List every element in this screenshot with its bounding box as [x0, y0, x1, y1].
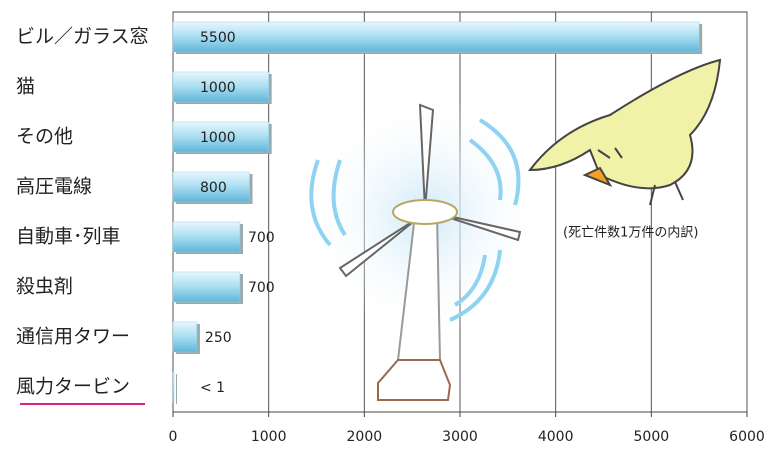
bar: [172, 221, 241, 253]
value-label: 800: [200, 180, 227, 196]
value-label: 700: [248, 230, 275, 246]
x-tick-label: 3000: [442, 429, 478, 445]
y-tick-label: 高圧電線: [16, 176, 92, 198]
value-label: 5500: [200, 30, 236, 46]
y-tick-label: ビル／ガラス窓: [16, 26, 149, 48]
y-tick-label: 猫: [16, 76, 35, 98]
annotation: (死亡件数1万件の内訳): [563, 225, 698, 241]
bar: [172, 71, 269, 103]
x-tick-label: 4000: [538, 429, 574, 445]
bird: [527, 58, 722, 206]
y-tick-label: その他: [16, 126, 73, 148]
wind-turbine: [305, 95, 545, 401]
value-label: 1000: [200, 130, 236, 146]
bar-shadow: [176, 374, 177, 404]
x-tick-label: 2000: [347, 429, 383, 445]
x-tick-label: 6000: [729, 429, 765, 445]
value-label: 250: [205, 330, 232, 346]
x-tick-label: 0: [169, 429, 178, 445]
y-tick-label: 自動車･列車: [16, 226, 121, 248]
bar: [172, 121, 269, 153]
bar: [172, 21, 700, 53]
x-tick-label: 1000: [251, 429, 287, 445]
bar: [172, 321, 198, 353]
bar: [172, 171, 250, 203]
y-tick-label: 殺虫剤: [16, 276, 73, 298]
x-tick-label: 5000: [634, 429, 670, 445]
y-tick-label: 風力タービン: [16, 376, 130, 398]
bar: [172, 271, 241, 303]
y-tick-label: 通信用タワー: [16, 326, 130, 348]
bar: [172, 371, 175, 403]
value-label: < 1: [200, 380, 225, 396]
value-label: 1000: [200, 80, 236, 96]
value-label: 700: [248, 280, 275, 296]
